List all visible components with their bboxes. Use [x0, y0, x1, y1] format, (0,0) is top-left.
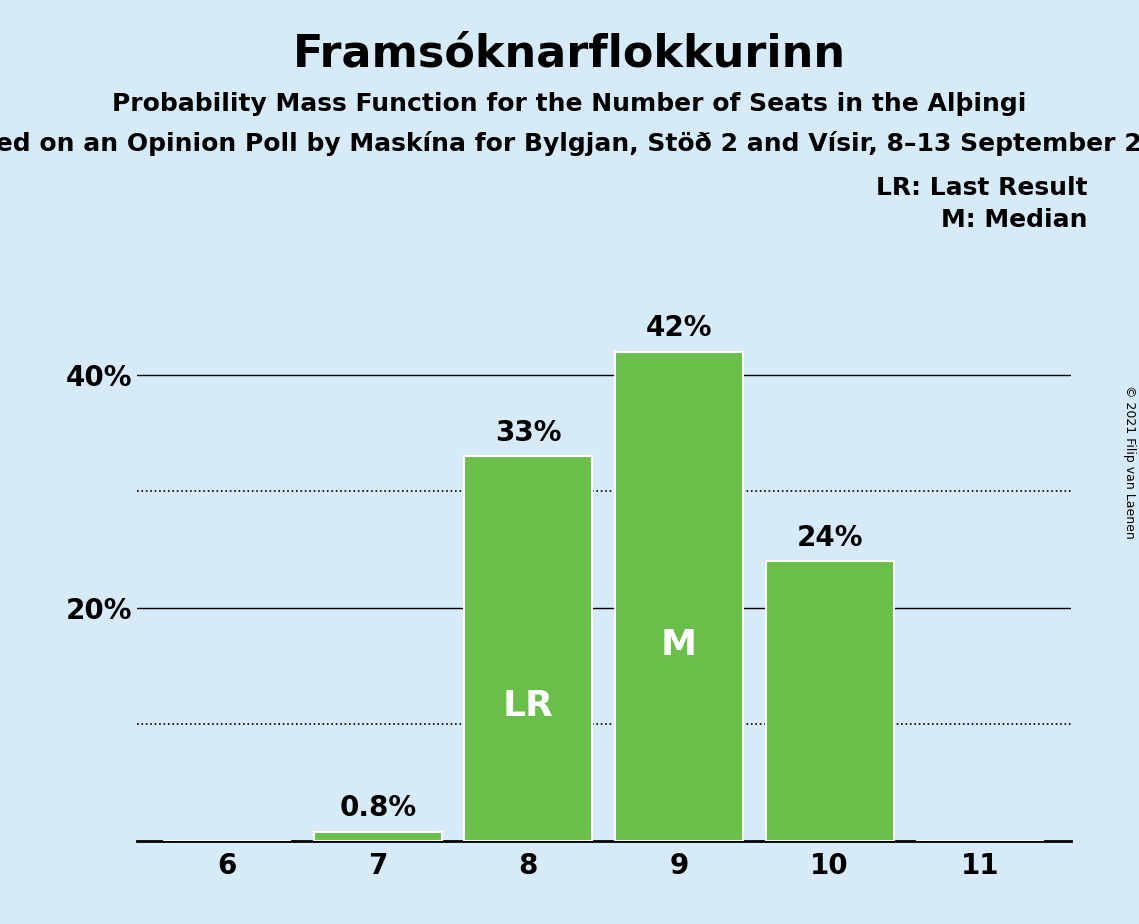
Text: 24%: 24% [796, 524, 863, 552]
Text: 42%: 42% [646, 314, 712, 342]
Text: 33%: 33% [495, 419, 562, 447]
Bar [615, 351, 743, 841]
Text: © 2021 Filip van Laenen: © 2021 Filip van Laenen [1123, 385, 1137, 539]
Text: M: M [661, 628, 697, 663]
Bar [465, 456, 592, 841]
Text: 0.8%: 0.8% [339, 795, 416, 822]
Text: Probability Mass Function for the Number of Seats in the Alþingi: Probability Mass Function for the Number… [113, 92, 1026, 116]
Bar [313, 832, 442, 841]
Text: Based on an Opinion Poll by Maskína for Bylgjan, Stöð 2 and Vísir, 8–13 Septembe: Based on an Opinion Poll by Maskína for … [0, 131, 1139, 156]
Text: Framsóknarflokkurinn: Framsóknarflokkurinn [293, 32, 846, 76]
Text: LR: Last Result: LR: Last Result [876, 176, 1088, 200]
Text: M: Median: M: Median [941, 208, 1088, 232]
Bar [765, 561, 894, 841]
Text: LR: LR [503, 689, 554, 723]
